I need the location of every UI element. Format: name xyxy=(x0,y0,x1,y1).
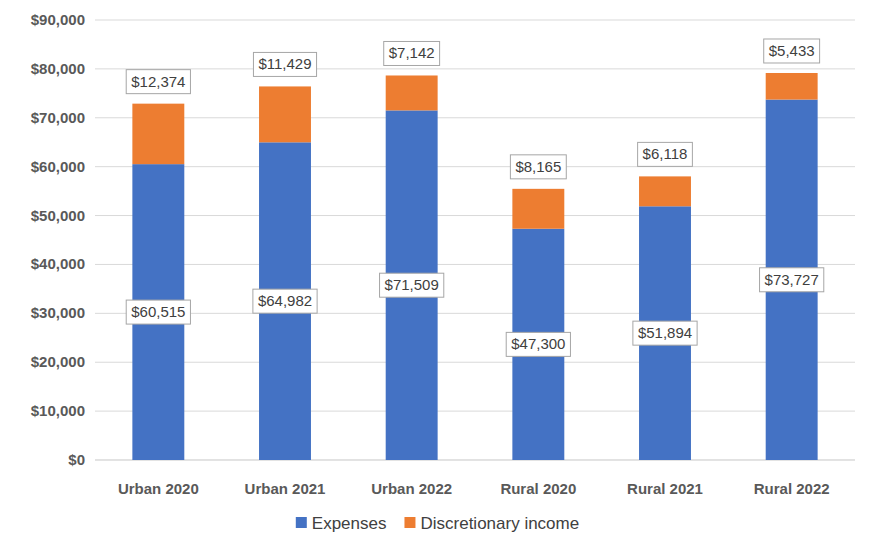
y-tick-label: $90,000 xyxy=(31,11,85,28)
chart: $0 $10,000 $20,000 $30,000 $40,000 $50,000 $60… xyxy=(0,0,875,556)
data-label: $11,429 xyxy=(253,52,316,76)
data-label-box xyxy=(126,300,190,324)
y-tick-label: $20,000 xyxy=(31,353,85,370)
data-label-text: $51,894 xyxy=(638,324,692,341)
data-label-text: $8,165 xyxy=(515,158,561,175)
x-tick-label: Urban 2020 xyxy=(118,480,199,497)
bar-segment xyxy=(132,104,184,164)
x-tick-label: Rural 2021 xyxy=(627,480,703,497)
data-label-box xyxy=(633,321,697,345)
grid-line xyxy=(95,117,855,118)
data-label-text: $12,374 xyxy=(131,73,185,90)
data-label-box xyxy=(380,273,444,297)
grid-line xyxy=(95,313,855,314)
data-label-text: $73,727 xyxy=(765,271,819,288)
grid-line xyxy=(95,20,855,21)
bar-segment xyxy=(259,86,311,142)
y-tick-label: $50,000 xyxy=(31,207,85,224)
data-label: $60,515 xyxy=(126,300,190,324)
x-tick-label: Rural 2020 xyxy=(500,480,576,497)
data-label-box xyxy=(764,39,820,63)
data-label-box xyxy=(253,289,317,313)
data-label-box xyxy=(760,268,824,292)
legend: Expenses Discretionary income xyxy=(296,514,579,533)
legend-swatch xyxy=(404,517,415,528)
legend-label: Discretionary income xyxy=(420,514,579,533)
grid-line xyxy=(95,68,855,69)
bars xyxy=(132,73,817,460)
grid-line xyxy=(95,411,855,412)
data-label-text: $60,515 xyxy=(131,303,185,320)
legend-swatch xyxy=(296,517,307,528)
data-label-box xyxy=(510,155,566,179)
data-label: $8,165 xyxy=(510,155,566,179)
y-tick-label: $30,000 xyxy=(31,304,85,321)
grid xyxy=(95,20,855,460)
x-axis-line xyxy=(95,460,855,461)
data-label: $12,374 xyxy=(126,70,190,94)
data-label: $5,433 xyxy=(764,39,820,63)
y-tick-label: $0 xyxy=(68,451,85,468)
data-label: $6,118 xyxy=(638,142,693,166)
data-label-text: $11,429 xyxy=(258,55,311,72)
data-label-text: $71,509 xyxy=(385,276,439,293)
x-tick-label: Urban 2021 xyxy=(245,480,326,497)
y-tick-label: $60,000 xyxy=(31,158,85,175)
data-label-text: $5,433 xyxy=(769,42,815,59)
data-label: $47,300 xyxy=(506,332,570,356)
data-label-text: $64,982 xyxy=(258,292,312,309)
x-tick-label: Urban 2022 xyxy=(371,480,452,497)
bar-segment xyxy=(766,73,818,100)
grid-line xyxy=(95,166,855,167)
grid-line xyxy=(95,215,855,216)
data-label-box xyxy=(384,41,440,65)
legend-label: Expenses xyxy=(312,514,387,533)
data-labels: $60,515 $64,982 $71,509 $47,300 $51,894 $73,7… xyxy=(126,39,824,356)
grid-line xyxy=(95,264,855,265)
y-tick-label: $40,000 xyxy=(31,255,85,272)
data-label-box xyxy=(126,70,190,94)
data-label-box xyxy=(253,52,316,76)
data-label-text: $47,300 xyxy=(511,335,565,352)
data-label: $71,509 xyxy=(380,273,444,297)
data-label: $7,142 xyxy=(384,41,440,65)
data-label-box xyxy=(638,142,693,166)
x-tick-label: Rural 2022 xyxy=(754,480,830,497)
data-label-text: $6,118 xyxy=(643,145,688,162)
bar-segment xyxy=(512,189,564,229)
y-tick-label: $70,000 xyxy=(31,109,85,126)
y-tick-label: $10,000 xyxy=(31,402,85,419)
data-label: $73,727 xyxy=(760,268,824,292)
bar-segment xyxy=(386,75,438,110)
grid-line xyxy=(95,362,855,363)
y-tick-label: $80,000 xyxy=(31,60,85,77)
bar-segment xyxy=(639,176,691,206)
data-label-box xyxy=(506,332,570,356)
data-label-text: $7,142 xyxy=(389,44,435,61)
data-label: $51,894 xyxy=(633,321,697,345)
data-label: $64,982 xyxy=(253,289,317,313)
grid-line xyxy=(95,460,855,461)
